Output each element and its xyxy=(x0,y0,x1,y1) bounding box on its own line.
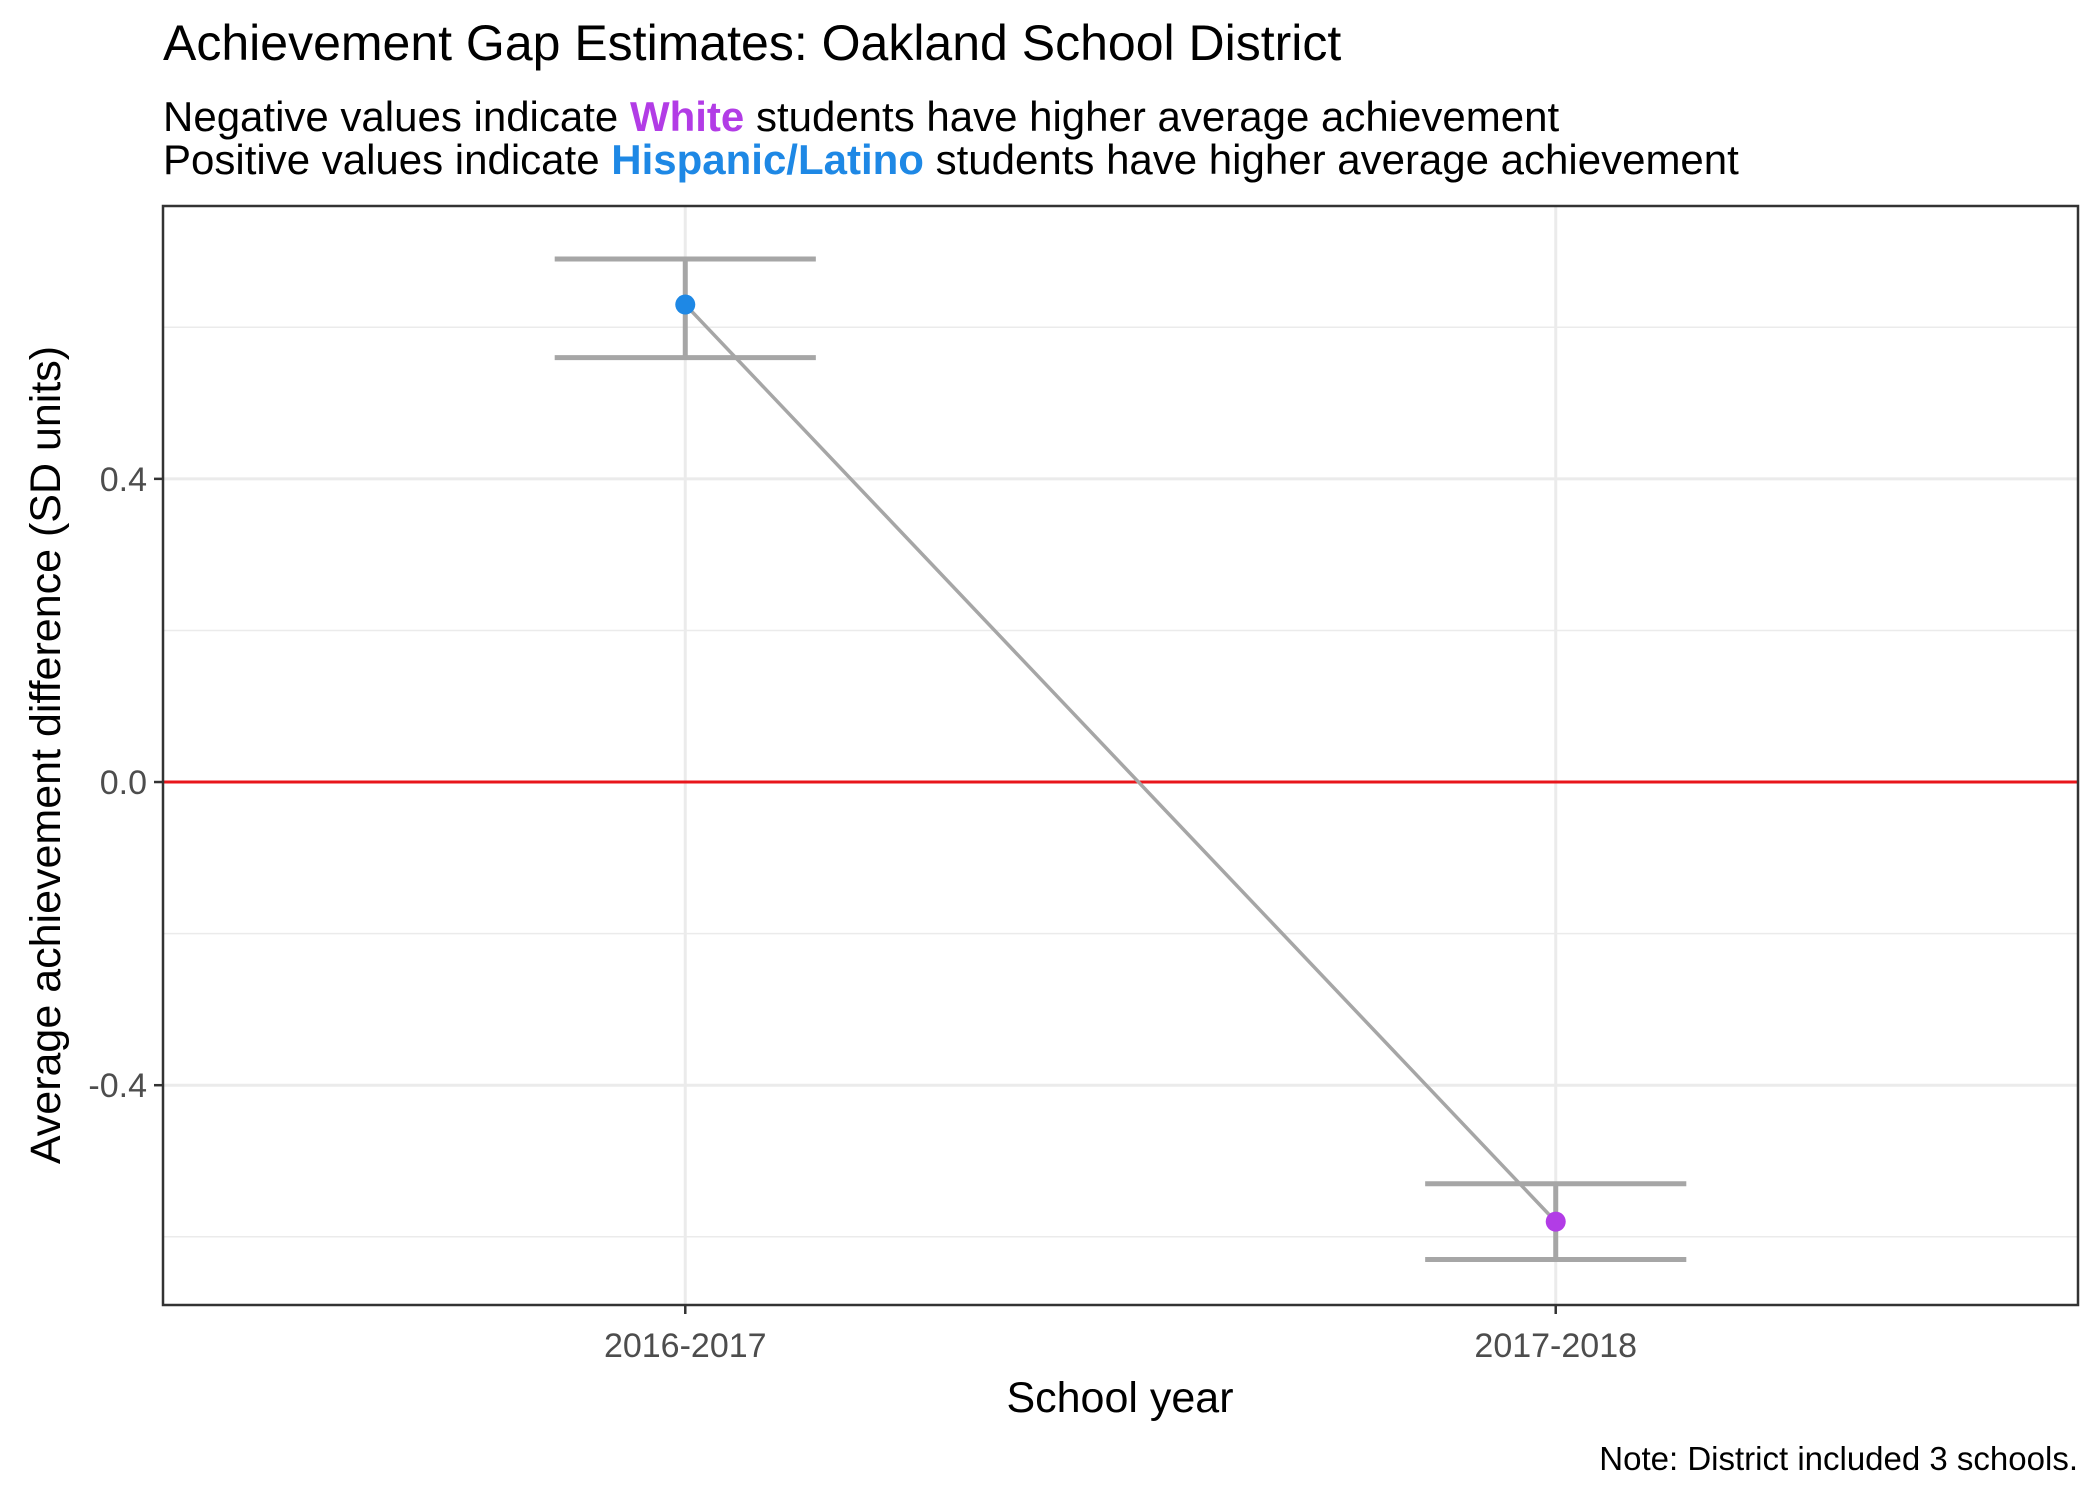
connecting-line xyxy=(684,303,1557,1223)
plot-panel xyxy=(163,206,2078,1305)
x-axis-title: School year xyxy=(1006,1374,1233,1422)
y-tick-label: 0.0 xyxy=(100,764,147,802)
subtitle-2-prefix: Positive values indicate xyxy=(163,136,600,183)
subtitle-1-group: White xyxy=(630,93,744,140)
y-axis-title: Average achievement difference (SD units… xyxy=(22,346,70,1164)
data-point xyxy=(675,294,696,315)
y-tick-label: 0.4 xyxy=(100,461,147,499)
subtitle-line-2: Positive values indicate Hispanic/Latino… xyxy=(163,136,1739,183)
subtitle-1-prefix: Negative values indicate xyxy=(163,93,618,140)
x-tick-label: 2016-2017 xyxy=(604,1327,767,1365)
subtitle-line-1: Negative values indicate White students … xyxy=(163,93,1559,140)
subtitle-1-suffix: students have higher average achievement xyxy=(756,93,1560,140)
chart-title: Achievement Gap Estimates: Oakland Schoo… xyxy=(163,15,1341,71)
panel-border xyxy=(161,204,2080,1307)
data-layer xyxy=(554,256,1687,1263)
axis-layer: 0.4 0.0 -0.4 2016-2017 2017-2018 xyxy=(88,461,1637,1365)
subtitle-2-group: Hispanic/Latino xyxy=(611,136,924,183)
subtitle-2-suffix: students have higher average achievement xyxy=(936,136,1740,183)
y-tick-label: -0.4 xyxy=(88,1067,147,1105)
data-point xyxy=(1545,1211,1566,1232)
caption-note: Note: District included 3 schools. xyxy=(1599,1440,2078,1477)
x-tick-label: 2017-2018 xyxy=(1474,1327,1637,1365)
